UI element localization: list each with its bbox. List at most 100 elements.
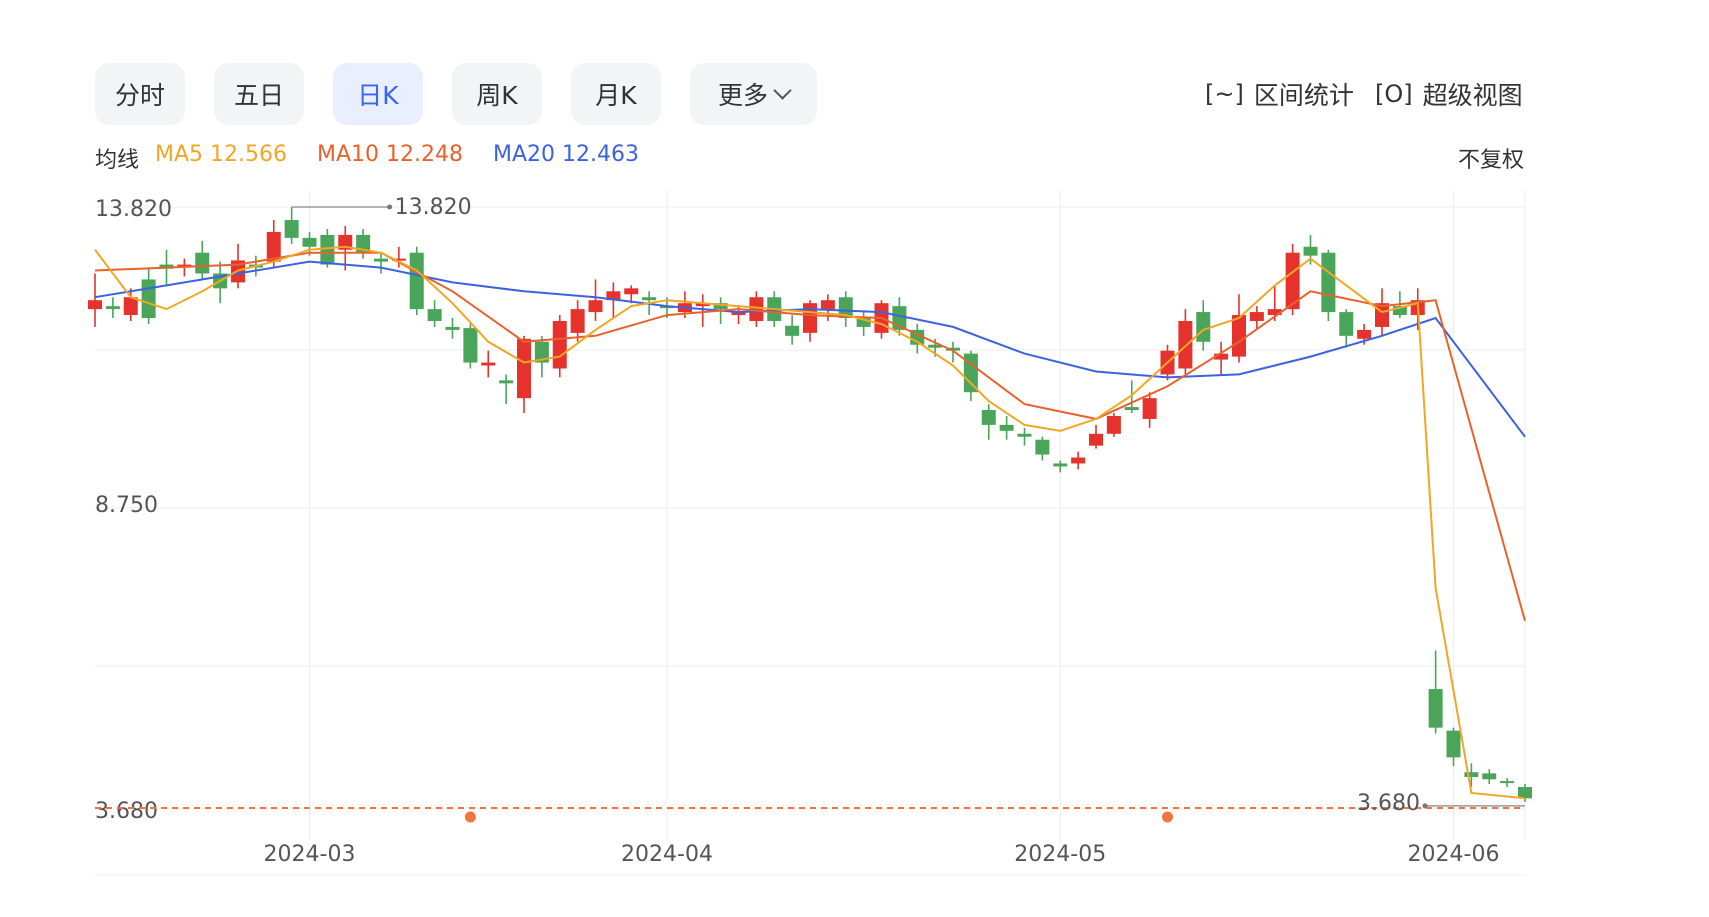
- tab-daily-k[interactable]: 日K: [333, 63, 423, 125]
- candle-body: [660, 306, 674, 309]
- candle: [105, 297, 120, 319]
- candle: [1249, 306, 1264, 330]
- candle: [1232, 294, 1246, 363]
- candle: [1500, 778, 1515, 788]
- candle: [588, 279, 603, 321]
- candle-body: [1249, 312, 1264, 321]
- candle-body: [499, 380, 514, 384]
- candle: [338, 225, 353, 271]
- candle: [963, 350, 978, 402]
- candle: [1303, 234, 1318, 265]
- ma20-line: [94, 260, 1526, 438]
- y-tick-label: 3.680: [95, 799, 158, 824]
- candle: [141, 267, 156, 324]
- candle: [803, 300, 817, 342]
- candle: [1267, 285, 1282, 321]
- candle: [1017, 427, 1032, 446]
- candle-body: [463, 328, 478, 363]
- tab-more[interactable]: 更多: [690, 63, 817, 125]
- tab-intraday-label: 分时: [114, 81, 165, 110]
- candle-body: [1232, 315, 1246, 357]
- ma5-legend: MA5 12.566: [155, 142, 288, 167]
- candle: [445, 318, 460, 339]
- candle: [1106, 413, 1121, 437]
- candle: [213, 261, 228, 304]
- candle-body: [570, 309, 585, 333]
- candle: [499, 374, 514, 405]
- ma20-legend: MA20 12.463: [493, 142, 640, 167]
- candle-body: [1089, 433, 1103, 446]
- ma5-line: [94, 245, 1526, 800]
- x-tick-label: 2024-05: [1014, 842, 1106, 867]
- candle-body: [409, 252, 424, 310]
- candle-body: [803, 303, 817, 333]
- candle-body: [731, 312, 746, 316]
- range-stats-button[interactable]: [~] 区间统计: [1205, 76, 1354, 112]
- candle-body: [88, 300, 102, 310]
- candle: [534, 335, 549, 378]
- x-tick-label: 2024-04: [621, 842, 713, 867]
- candle: [552, 315, 567, 378]
- candle-body: [427, 309, 442, 321]
- candle-body: [123, 297, 138, 316]
- candle-body: [1124, 407, 1139, 411]
- candle: [1178, 309, 1193, 375]
- candle: [1035, 436, 1050, 461]
- candle: [570, 300, 585, 342]
- adjustment-toggle[interactable]: 不复权: [1457, 148, 1524, 173]
- candle-body: [1357, 329, 1372, 339]
- y-tick-label: 13.820: [95, 197, 172, 222]
- candle-body: [588, 300, 603, 313]
- super-view-icon: [O]: [1375, 80, 1413, 108]
- candle-body: [1518, 787, 1532, 799]
- ma10-legend: MA10 12.248: [317, 142, 464, 167]
- candle-body: [713, 303, 728, 310]
- candle: [1124, 380, 1139, 414]
- candle-body: [374, 258, 388, 262]
- candle-body: [820, 300, 835, 310]
- candle: [1428, 650, 1443, 734]
- candle-body: [928, 344, 943, 348]
- tab-five-day[interactable]: 五日: [214, 63, 304, 125]
- x-tick-label: 2024-06: [1408, 842, 1500, 867]
- y-tick-label: 8.750: [95, 493, 158, 518]
- candle: [981, 404, 996, 440]
- candle: [409, 246, 424, 316]
- candle: [517, 335, 531, 414]
- candle-body: [999, 424, 1014, 431]
- candle-body: [481, 362, 496, 366]
- candle-body: [302, 237, 317, 247]
- super-view-button[interactable]: [O] 超级视图: [1375, 76, 1523, 112]
- candle-body: [445, 326, 460, 330]
- candle-body: [1339, 312, 1354, 336]
- candle-body: [1017, 433, 1032, 437]
- candle-body: [963, 353, 978, 393]
- tab-weekly-k-label: 周K: [476, 81, 518, 110]
- candle: [1482, 769, 1497, 785]
- min-price-label: 3.680: [1357, 791, 1420, 816]
- candle: [481, 350, 496, 378]
- candle: [999, 415, 1014, 440]
- candle-body: [552, 320, 567, 369]
- candle-body: [141, 279, 156, 319]
- candle: [749, 291, 764, 327]
- candle: [1071, 451, 1086, 470]
- candle: [1321, 249, 1336, 321]
- tab-intraday[interactable]: 分时: [95, 63, 185, 125]
- candle: [88, 273, 102, 327]
- tab-weekly-k[interactable]: 周K: [452, 63, 542, 125]
- candle: [1053, 460, 1068, 473]
- tab-more-label: 更多: [717, 81, 768, 110]
- tab-five-day-label: 五日: [233, 81, 284, 110]
- candle: [356, 228, 371, 259]
- range-stats-icon: [~]: [1205, 80, 1244, 108]
- candle-body: [785, 325, 800, 336]
- event-marker: [1162, 811, 1173, 823]
- candle: [374, 252, 388, 274]
- candle-body: [946, 347, 960, 351]
- x-tick-label: 2024-03: [264, 842, 356, 867]
- candle-body: [1106, 415, 1121, 434]
- candle-body: [838, 297, 853, 319]
- tab-monthly-k[interactable]: 月K: [571, 63, 661, 125]
